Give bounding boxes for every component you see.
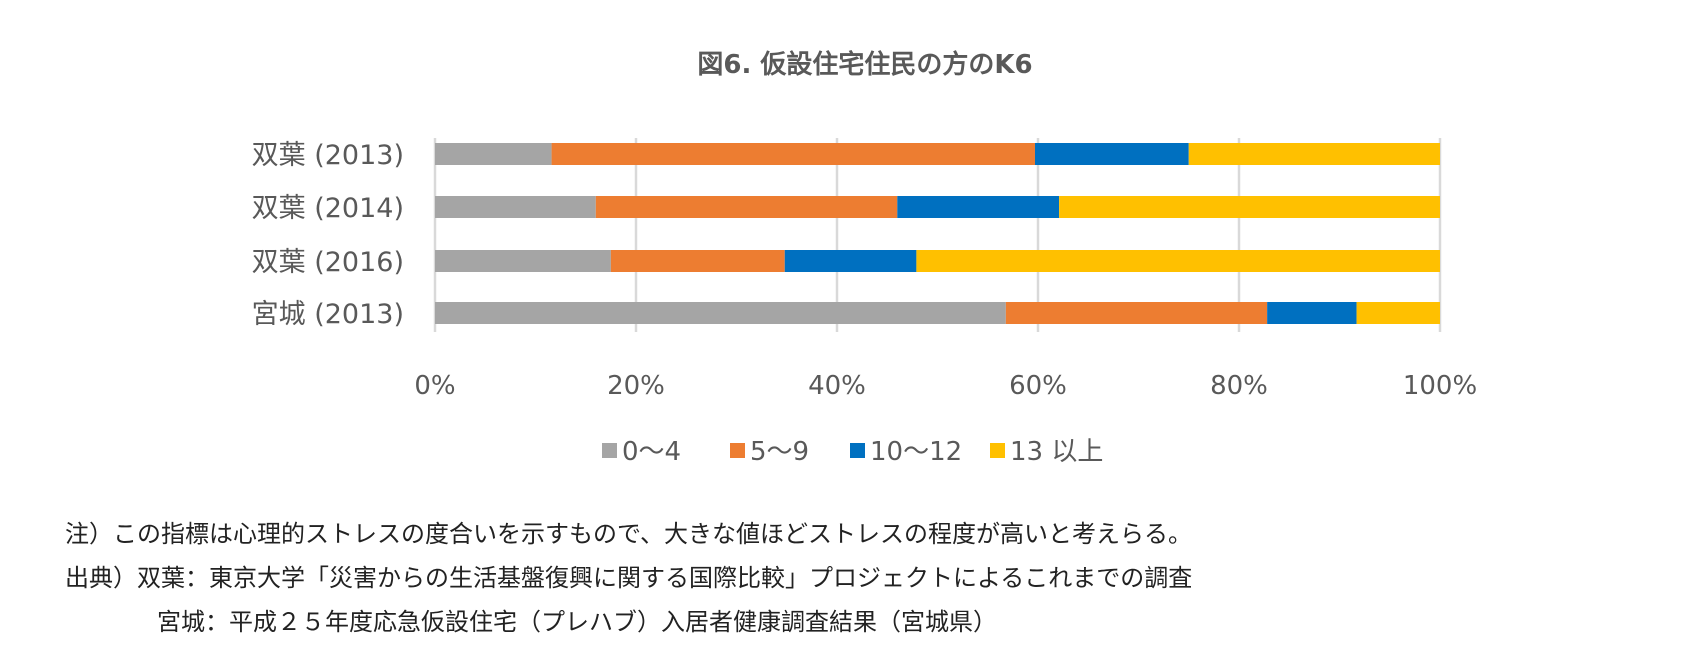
legend-swatch [850,443,865,458]
bar-segment [1005,302,1268,324]
bar-segment [435,302,1006,324]
legend-label: 5～9 [750,437,809,467]
legend-swatch [730,443,745,458]
legend-swatch [602,443,617,458]
category-label: 双葉 (2016) [252,247,404,278]
bar-segment [595,196,898,218]
source-line: 出典）双葉：東京大学「災害からの生活基盤復興に関する国際比較」プロジェクトによる… [65,564,1193,592]
category-label: 双葉 (2014) [252,193,404,224]
bar-segment [916,250,1440,272]
bar-segment [1059,196,1440,218]
bar-segment [435,143,552,165]
x-tick-label: 20% [607,371,665,401]
bar-segment [435,196,596,218]
x-tick-label: 80% [1210,371,1268,401]
bar-segment [435,250,611,272]
legend-swatch [990,443,1005,458]
notes: 注）この指標は心理的ストレスの度合いを示すもので、大きな値ほどストレスの程度が高… [65,512,1192,644]
x-tick-label: 100% [1403,371,1477,401]
bar-segment [784,250,917,272]
x-tick-label: 0% [414,371,455,401]
legend-label: 13 以上 [1010,437,1103,467]
category-label: 宮城 (2013) [252,299,404,330]
bar-segment [1267,302,1357,324]
chart-title: 図6. 仮設住宅住民の方のK6 [697,50,1033,80]
source-line: 宮城：平成２５年度応急仮設住宅（プレハブ）入居者健康調査結果（宮城県） [157,608,997,636]
legend-label: 10～12 [870,437,962,467]
x-tick-label: 60% [1009,371,1067,401]
stacked-bar-chart: 0% 20% 40% 60% 80% 100% 双葉 (2013) 双葉 (2014) 双葉 (… [252,138,1477,467]
legend-label: 0～4 [622,437,681,467]
x-tick-label: 40% [808,371,866,401]
bar-segment [897,196,1060,218]
bar-segment [551,143,1035,165]
category-label: 双葉 (2013) [252,140,404,171]
bar-segment [1034,143,1189,165]
bar-segment [1188,143,1440,165]
bar-segment [610,250,785,272]
note-line: 注）この指標は心理的ストレスの度合いを示すもので、大きな値ほどストレスの程度が高… [65,520,1193,548]
bar-segment [1356,302,1440,324]
